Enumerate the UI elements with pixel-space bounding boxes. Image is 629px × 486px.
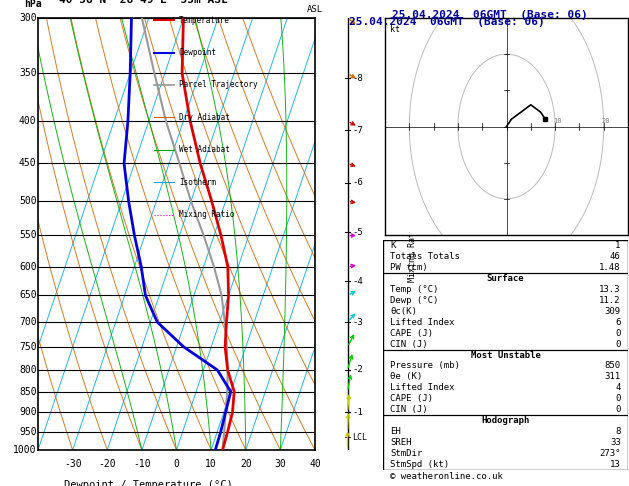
Text: 1000: 1000: [13, 445, 36, 455]
Text: 0: 0: [615, 405, 621, 414]
Text: 11.2: 11.2: [599, 296, 621, 305]
Text: 8: 8: [615, 427, 621, 436]
Text: Dry Adiabat: Dry Adiabat: [179, 113, 230, 122]
Text: 350: 350: [19, 69, 36, 78]
Text: 0: 0: [615, 394, 621, 403]
Text: -30: -30: [64, 459, 81, 469]
Text: 400: 400: [19, 116, 36, 126]
Text: -5: -5: [352, 228, 363, 237]
Text: 850: 850: [604, 362, 621, 370]
Text: -10: -10: [133, 459, 151, 469]
Text: Dewp (°C): Dewp (°C): [391, 296, 438, 305]
Text: CIN (J): CIN (J): [391, 340, 428, 348]
Text: Surface: Surface: [487, 274, 525, 283]
Text: -8: -8: [352, 74, 363, 83]
Text: Mixing Ratio: Mixing Ratio: [179, 210, 235, 219]
Text: -3: -3: [352, 317, 363, 327]
Text: Temperature: Temperature: [179, 16, 230, 25]
Text: -1: -1: [352, 408, 363, 417]
Text: hPa: hPa: [24, 0, 42, 9]
Text: 1: 1: [615, 241, 621, 250]
Text: -20: -20: [98, 459, 116, 469]
Text: Lifted Index: Lifted Index: [391, 383, 455, 392]
Text: 650: 650: [19, 291, 36, 300]
Text: 0: 0: [615, 329, 621, 338]
Text: StmDir: StmDir: [391, 449, 423, 458]
Text: -2: -2: [352, 365, 363, 374]
Text: 30: 30: [274, 459, 286, 469]
Text: K: K: [391, 241, 396, 250]
Text: 25.04.2024  06GMT  (Base: 06): 25.04.2024 06GMT (Base: 06): [392, 10, 588, 20]
Text: 309: 309: [604, 307, 621, 316]
Text: 450: 450: [19, 158, 36, 169]
Text: CAPE (J): CAPE (J): [391, 329, 433, 338]
Text: 4: 4: [615, 383, 621, 392]
Text: Mixing Ratio (g/kg): Mixing Ratio (g/kg): [408, 187, 417, 281]
Text: 0: 0: [615, 340, 621, 348]
Text: 311: 311: [604, 372, 621, 382]
Text: 20: 20: [240, 459, 252, 469]
Text: Parcel Trajectory: Parcel Trajectory: [179, 81, 258, 89]
Text: 600: 600: [19, 261, 36, 272]
Text: Dewpoint: Dewpoint: [179, 48, 216, 57]
Text: 0: 0: [174, 459, 179, 469]
Text: 800: 800: [19, 365, 36, 375]
Text: Pressure (mb): Pressure (mb): [391, 362, 460, 370]
Text: θe (K): θe (K): [391, 372, 423, 382]
Text: 750: 750: [19, 342, 36, 352]
Text: CAPE (J): CAPE (J): [391, 394, 433, 403]
Text: θc(K): θc(K): [391, 307, 417, 316]
Text: 20: 20: [601, 118, 610, 124]
Text: Totals Totals: Totals Totals: [391, 252, 460, 261]
Text: 25.04.2024  06GMT  (Base: 06): 25.04.2024 06GMT (Base: 06): [348, 17, 545, 27]
Text: 13.3: 13.3: [599, 285, 621, 294]
Text: LCL: LCL: [352, 433, 367, 442]
Text: 300: 300: [19, 13, 36, 23]
Text: 550: 550: [19, 230, 36, 241]
Text: 500: 500: [19, 196, 36, 206]
Text: PW (cm): PW (cm): [391, 263, 428, 272]
Text: 46: 46: [610, 252, 621, 261]
Text: © weatheronline.co.uk: © weatheronline.co.uk: [390, 472, 503, 481]
Text: kt: kt: [390, 24, 400, 34]
Text: 6: 6: [615, 318, 621, 327]
Text: ASL: ASL: [307, 5, 323, 14]
Text: 950: 950: [19, 427, 36, 436]
Text: 40°58'N  28°49'E  55m ASL: 40°58'N 28°49'E 55m ASL: [59, 0, 228, 5]
Text: StmSpd (kt): StmSpd (kt): [391, 460, 450, 469]
Text: Dewpoint / Temperature (°C): Dewpoint / Temperature (°C): [64, 480, 233, 486]
Text: 13: 13: [610, 460, 621, 469]
Text: 900: 900: [19, 407, 36, 417]
Text: CIN (J): CIN (J): [391, 405, 428, 414]
Text: -7: -7: [352, 125, 363, 135]
Text: 33: 33: [610, 438, 621, 447]
Text: Lifted Index: Lifted Index: [391, 318, 455, 327]
Text: -4: -4: [352, 277, 363, 286]
Text: 273°: 273°: [599, 449, 621, 458]
Text: Isotherm: Isotherm: [179, 178, 216, 187]
Text: SREH: SREH: [391, 438, 412, 447]
Text: Hodograph: Hodograph: [481, 416, 530, 425]
Text: 1.48: 1.48: [599, 263, 621, 272]
Text: 10: 10: [553, 118, 561, 124]
Text: 700: 700: [19, 317, 36, 327]
Text: Most Unstable: Most Unstable: [470, 350, 540, 360]
Text: Wet Adiabat: Wet Adiabat: [179, 145, 230, 154]
Text: Temp (°C): Temp (°C): [391, 285, 438, 294]
Text: 40: 40: [309, 459, 321, 469]
Text: -6: -6: [352, 178, 363, 188]
Text: EH: EH: [391, 427, 401, 436]
Text: 850: 850: [19, 387, 36, 397]
Text: 10: 10: [205, 459, 217, 469]
